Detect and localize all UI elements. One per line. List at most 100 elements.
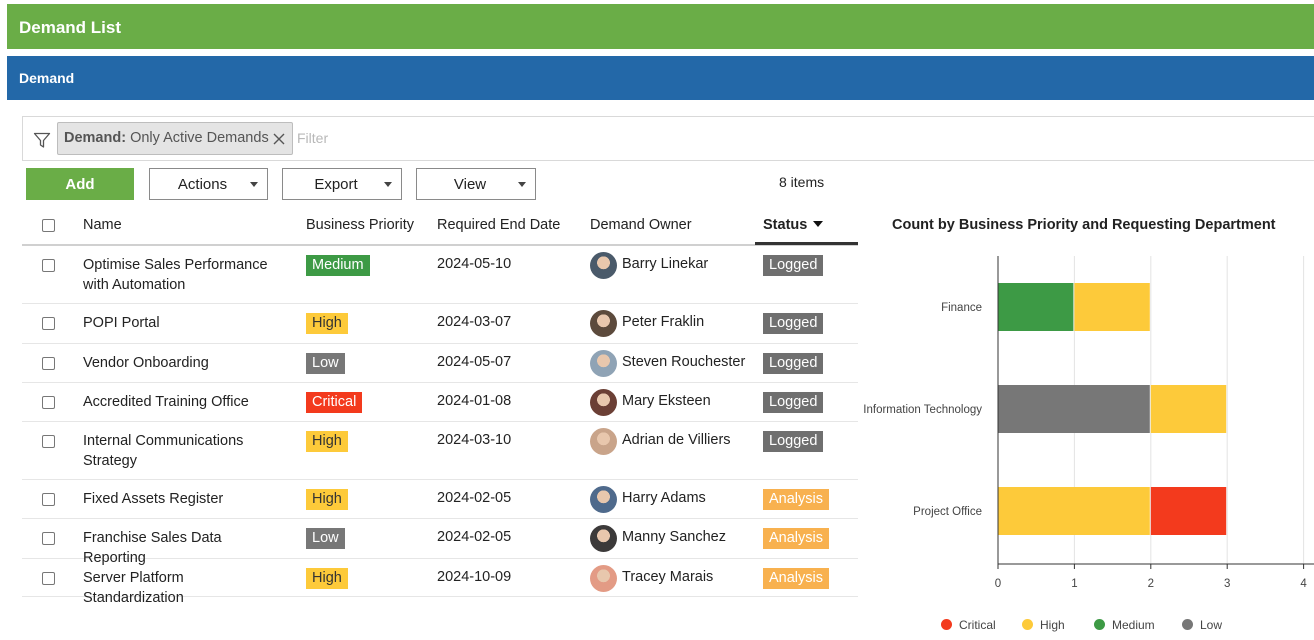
column-header-demand-owner[interactable]: Demand Owner	[590, 217, 692, 233]
avatar	[590, 252, 617, 279]
actions-dropdown[interactable]: Actions	[149, 168, 268, 200]
row-demand-owner[interactable]: Adrian de Villiers	[622, 432, 731, 448]
chart-category-label: Project Office	[913, 506, 982, 518]
legend-label: Low	[1200, 618, 1223, 632]
row-required-end-date: 2024-10-09	[437, 569, 512, 585]
row-checkbox[interactable]	[42, 317, 55, 330]
section-title: Demand	[19, 70, 75, 86]
legend-item-medium[interactable]: Medium	[1094, 618, 1155, 632]
row-name[interactable]: Fixed Assets Register	[83, 491, 224, 507]
row-required-end-date: 2024-02-05	[437, 529, 512, 545]
row-demand-owner[interactable]: Mary Eksteen	[622, 393, 711, 409]
row-checkbox[interactable]	[42, 435, 55, 448]
row-checkbox[interactable]	[42, 532, 55, 545]
row-demand-owner[interactable]: Peter Fraklin	[622, 314, 705, 330]
chart-bar-high	[998, 487, 1150, 535]
legend-swatch	[1022, 619, 1033, 630]
table-row[interactable]: Vendor Onboarding Low 2024-05-07 Steven Rou…	[22, 344, 858, 383]
table-row[interactable]: Optimise Sales Performance with Automati…	[22, 246, 858, 304]
row-demand-owner[interactable]: Steven Rouchester	[622, 354, 746, 370]
row-checkbox[interactable]	[42, 357, 55, 370]
filter-chip-active-demands[interactable]: Demand: Only Active Demands	[57, 122, 293, 155]
row-name[interactable]: POPI Portal	[83, 315, 160, 331]
chart-bar-low	[998, 385, 1150, 433]
chevron-down-icon	[384, 182, 392, 187]
table-row[interactable]: Fixed Assets Register High 2024-02-05 Harry…	[22, 480, 858, 519]
filter-icon[interactable]	[33, 131, 51, 149]
close-icon[interactable]	[273, 133, 285, 145]
row-name[interactable]: Accredited Training Office	[83, 394, 249, 410]
table-row[interactable]: POPI Portal High 2024-03-07 Peter Fraklin Lo…	[22, 304, 858, 344]
status-badge: Analysis	[763, 568, 829, 589]
column-header-required-end-date[interactable]: Required End Date	[437, 217, 561, 233]
add-button[interactable]: Add	[26, 168, 134, 200]
view-dropdown[interactable]: View	[416, 168, 536, 200]
export-dropdown[interactable]: Export	[282, 168, 402, 200]
legend-swatch	[1182, 619, 1193, 630]
column-header-status-label: Status	[763, 217, 808, 233]
column-header-status[interactable]: Status	[763, 217, 824, 233]
row-name[interactable]: Vendor Onboarding	[83, 355, 209, 371]
row-demand-owner[interactable]: Manny Sanchez	[622, 529, 726, 545]
table-row[interactable]: Franchise Sales Data Reporting Low 2024-02…	[22, 519, 858, 566]
status-badge: Logged	[763, 353, 824, 374]
priority-badge: Low	[306, 353, 345, 374]
priority-badge: Low	[306, 528, 345, 549]
row-checkbox[interactable]	[42, 572, 55, 585]
column-header-name[interactable]: Name	[83, 217, 122, 233]
row-name[interactable]: Optimise Sales Performance with Automati…	[83, 257, 268, 293]
row-name[interactable]: Franchise Sales Data Reporting	[83, 530, 222, 566]
filter-chip-key: Demand:	[64, 130, 127, 146]
status-badge: Logged	[763, 255, 824, 276]
chart-x-tick-label: 1	[1071, 578, 1077, 590]
chevron-down-icon	[518, 182, 526, 187]
row-required-end-date: 2024-02-05	[437, 490, 512, 506]
items-count: 8 items	[779, 174, 825, 190]
status-badge: Logged	[763, 313, 824, 334]
priority-badge: High	[306, 431, 348, 452]
row-required-end-date: 2024-01-08	[437, 393, 512, 409]
sort-descending-icon[interactable]	[813, 221, 824, 227]
status-badge: Analysis	[763, 528, 829, 549]
row-demand-owner[interactable]: Tracey Marais	[622, 569, 714, 585]
legend-label: Critical	[959, 618, 996, 632]
legend-label: Medium	[1112, 618, 1155, 632]
row-required-end-date: 2024-05-07	[437, 354, 512, 370]
legend-item-critical[interactable]: Critical	[941, 618, 996, 632]
table-row[interactable]: Accredited Training Office Critical 2024-0…	[22, 383, 858, 422]
column-header-business-priority[interactable]: Business Priority	[306, 217, 414, 233]
chart-x-tick-label: 0	[995, 578, 1001, 590]
priority-badge: Medium	[306, 255, 370, 276]
select-all-checkbox[interactable]	[42, 219, 55, 232]
row-name[interactable]: Internal Communications Strategy	[83, 433, 244, 469]
stacked-bar-chart: Finance Information Technology Project Off…	[863, 256, 1314, 590]
avatar	[590, 389, 617, 416]
chart-category-label: Information Technology	[863, 404, 982, 416]
priority-badge: High	[306, 568, 348, 589]
avatar	[590, 486, 617, 513]
row-demand-owner[interactable]: Harry Adams	[622, 490, 706, 506]
row-checkbox[interactable]	[42, 259, 55, 272]
priority-badge: High	[306, 313, 348, 334]
legend-item-low[interactable]: Low	[1182, 618, 1222, 632]
legend-item-high[interactable]: High	[1022, 618, 1065, 632]
row-required-end-date: 2024-03-07	[437, 314, 512, 330]
filter-input[interactable]: Filter	[297, 130, 329, 146]
table-row[interactable]: Server Platform Standardization High 2024-…	[22, 559, 858, 606]
row-name[interactable]: Server Platform Standardization	[83, 570, 184, 606]
row-checkbox[interactable]	[42, 396, 55, 409]
row-demand-owner[interactable]: Barry Linekar	[622, 256, 709, 272]
table-header: Name Business Priority Required End Date…	[22, 206, 858, 246]
priority-badge: High	[306, 489, 348, 510]
legend-label: High	[1040, 618, 1065, 632]
row-required-end-date: 2024-03-10	[437, 432, 512, 448]
filter-chip-value: Only Active Demands	[126, 130, 269, 146]
page-title-bar: Demand List	[7, 4, 1314, 49]
status-badge: Logged	[763, 431, 824, 452]
row-checkbox[interactable]	[42, 493, 55, 506]
avatar	[590, 310, 617, 337]
priority-badge: Critical	[306, 392, 363, 413]
export-label: Export	[314, 175, 358, 193]
legend-swatch	[941, 619, 952, 630]
table-row[interactable]: Internal Communications Strategy High 2024…	[22, 422, 858, 480]
